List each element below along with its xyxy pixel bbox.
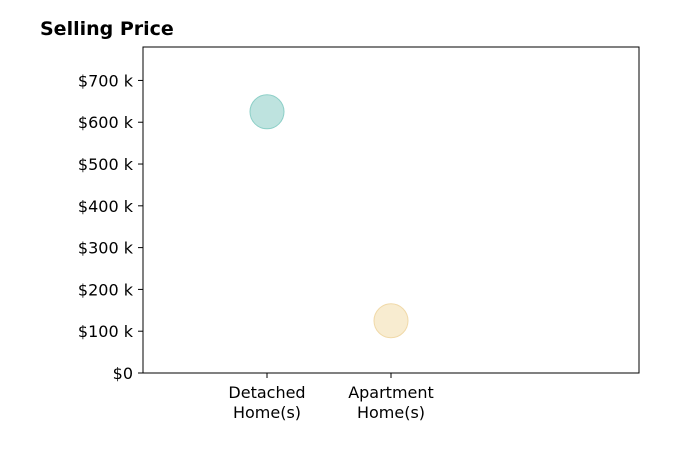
chart-title: Selling Price [40, 18, 174, 40]
y-tick-label: $400 k [78, 197, 134, 216]
data-point [249, 94, 285, 130]
x-tick-label-line: Apartment [348, 383, 434, 402]
y-tick-label: $200 k [78, 280, 134, 299]
y-tick-label: $600 k [78, 113, 134, 132]
y-tick-label: $100 k [78, 322, 134, 341]
y-tick-label: $300 k [78, 239, 134, 258]
x-tick-label: Apartment Home(s) [348, 383, 434, 422]
x-tick-label-line: Detached [228, 383, 305, 402]
y-tick-label: $500 k [78, 155, 134, 174]
x-tick-label-line: Home(s) [233, 403, 301, 422]
y-tick-label: $0 [113, 364, 133, 383]
data-point [373, 303, 409, 339]
x-tick-label-line: Home(s) [357, 403, 425, 422]
y-tick-label: $700 k [78, 71, 134, 90]
x-tick-label: Detached Home(s) [228, 383, 305, 422]
plot-area: $0 $100 k $200 k $300 k $400 k $500 k $600 k $7… [78, 46, 640, 422]
